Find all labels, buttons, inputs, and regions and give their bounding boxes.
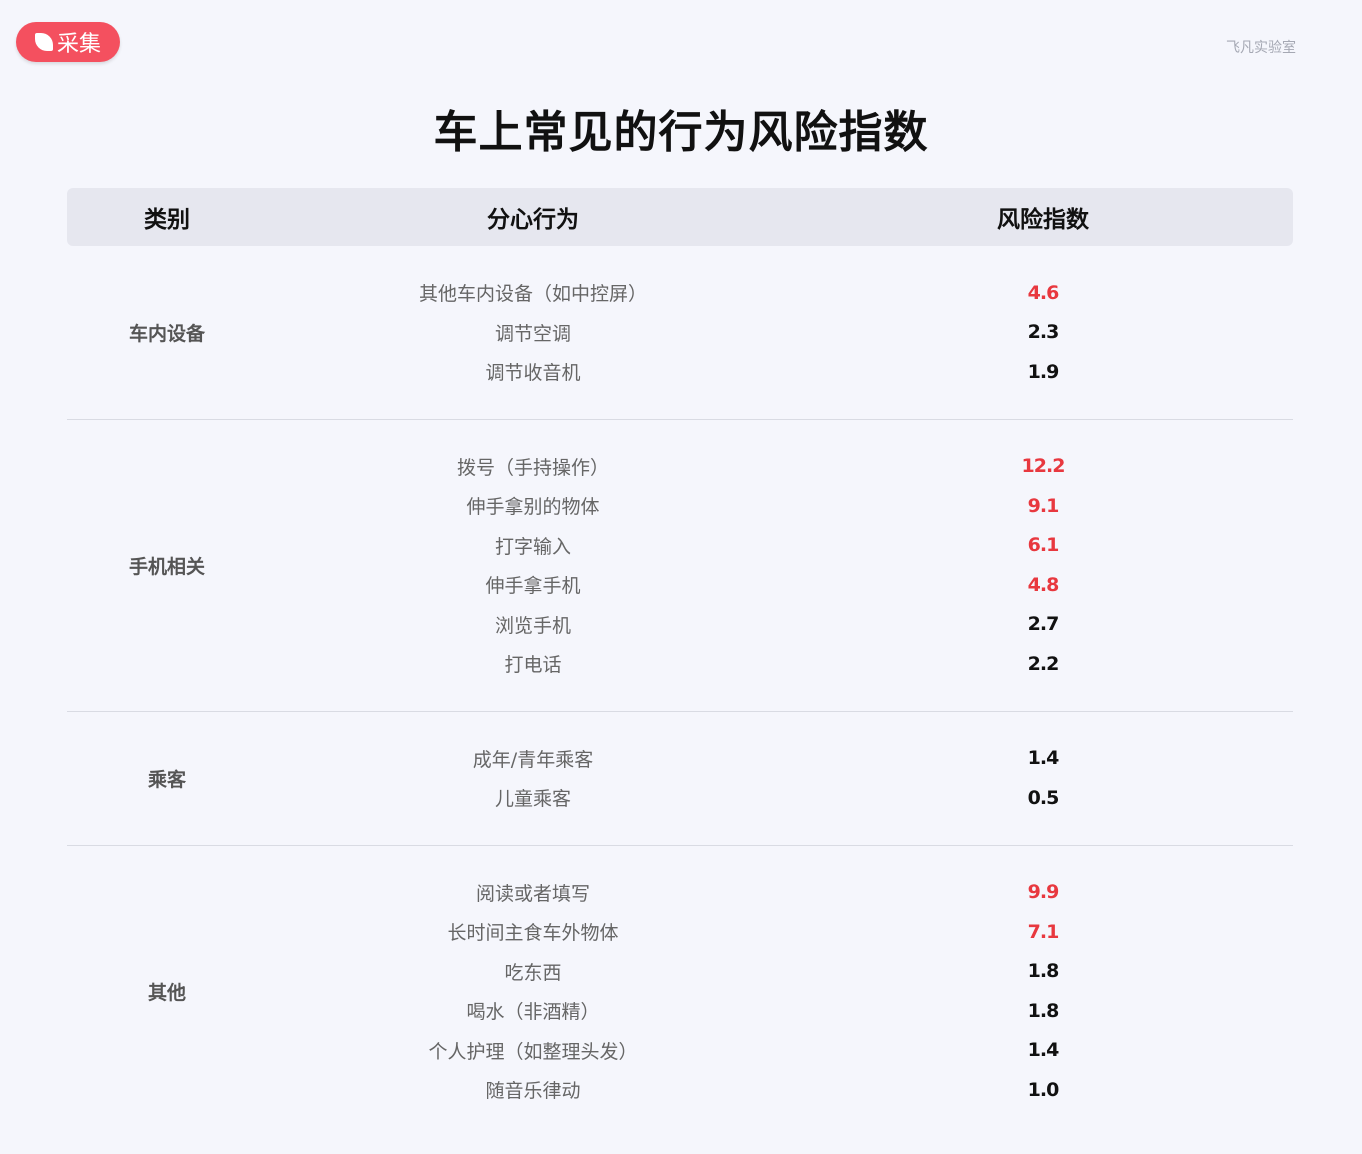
table-row: 调节空调 2.3 (267, 313, 1293, 353)
table-row: 浏览手机 2.7 (267, 605, 1293, 645)
score-cell: 1.4 (1027, 1039, 1060, 1062)
score-cell: 1.9 (1027, 360, 1060, 383)
header-behavior: 分心行为 (487, 207, 579, 233)
score-cell: 4.8 (1027, 573, 1060, 596)
score-cell: 1.8 (1027, 960, 1060, 983)
behavior-cell: 喝水（非酒精） (466, 1001, 600, 1024)
score-cell: 4.6 (1027, 281, 1060, 304)
behavior-cell: 长时间主食车外物体 (447, 922, 619, 945)
table-row: 儿童乘客 0.5 (267, 778, 1293, 818)
group-category: 手机相关 (128, 555, 205, 578)
behavior-cell: 随音乐律动 (485, 1080, 581, 1103)
behavior-cell: 儿童乘客 (494, 788, 571, 811)
score-cell: 6.1 (1027, 534, 1060, 557)
brand-watermark: 飞凡实验室 (1226, 40, 1296, 56)
score-cell: 7.1 (1027, 920, 1060, 943)
score-cell: 1.0 (1027, 1078, 1060, 1101)
behavior-cell: 个人护理（如整理头发） (428, 1040, 638, 1063)
score-cell: 12.2 (1021, 455, 1066, 478)
risk-table: 类别 分心行为 风险指数 车内设备 其他车内设备（如中控屏） 4.6 调节空调 … (67, 188, 1293, 1137)
table-row: 打字输入 6.1 (267, 526, 1293, 566)
score-cell: 1.4 (1027, 747, 1060, 770)
behavior-cell: 阅读或者填写 (475, 882, 590, 905)
behavior-cell: 其他车内设备（如中控屏） (418, 283, 647, 306)
leaf-icon (34, 33, 53, 51)
behavior-cell: 调节空调 (494, 322, 571, 345)
score-cell: 9.9 (1027, 881, 1060, 904)
table-group: 其他 阅读或者填写 9.9 长时间主食车外物体 7.1 吃东西 1.8 喝水（非… (67, 846, 1293, 1137)
behavior-cell: 伸手拿手机 (485, 575, 581, 598)
table-row: 拨号（手持操作） 12.2 (267, 447, 1293, 487)
table-group: 车内设备 其他车内设备（如中控屏） 4.6 调节空调 2.3 调节收音机 1.9 (67, 246, 1293, 420)
table-row: 长时间主食车外物体 7.1 (267, 912, 1293, 952)
collect-label: 采集 (56, 32, 101, 57)
group-category: 乘客 (147, 768, 186, 791)
behavior-cell: 调节收音机 (485, 362, 581, 385)
behavior-cell: 成年/青年乘客 (472, 748, 594, 771)
score-cell: 2.7 (1027, 613, 1060, 636)
behavior-cell: 伸手拿别的物体 (466, 496, 600, 519)
score-cell: 1.8 (1027, 999, 1060, 1022)
behavior-cell: 打字输入 (494, 535, 571, 558)
table-row: 伸手拿别的物体 9.1 (267, 486, 1293, 526)
table-row: 其他车内设备（如中控屏） 4.6 (267, 273, 1293, 313)
table-row: 喝水（非酒精） 1.8 (267, 991, 1293, 1031)
table-group: 手机相关 拨号（手持操作） 12.2 伸手拿别的物体 9.1 打字输入 6.1 … (67, 420, 1293, 712)
table-row: 阅读或者填写 9.9 (267, 873, 1293, 913)
behavior-cell: 打电话 (504, 654, 562, 677)
header-score: 风险指数 (997, 207, 1089, 233)
group-category: 其他 (147, 981, 186, 1004)
table-row: 打电话 2.2 (267, 644, 1293, 684)
table-header: 类别 分心行为 风险指数 (67, 188, 1293, 246)
score-cell: 2.2 (1027, 652, 1060, 675)
score-cell: 9.1 (1027, 494, 1060, 517)
behavior-cell: 拨号（手持操作） (456, 456, 609, 479)
group-category: 车内设备 (128, 322, 205, 345)
table-row: 个人护理（如整理头发） 1.4 (267, 1031, 1293, 1071)
table-group: 乘客 成年/青年乘客 1.4 儿童乘客 0.5 (67, 712, 1293, 846)
table-row: 吃东西 1.8 (267, 952, 1293, 992)
behavior-cell: 浏览手机 (494, 614, 571, 637)
table-row: 随音乐律动 1.0 (267, 1070, 1293, 1110)
header-category: 类别 (144, 207, 190, 233)
table-row: 成年/青年乘客 1.4 (267, 739, 1293, 779)
behavior-cell: 吃东西 (504, 961, 562, 984)
score-cell: 2.3 (1027, 321, 1060, 344)
collect-button[interactable]: 采集 (16, 22, 120, 62)
table-row: 调节收音机 1.9 (267, 352, 1293, 392)
score-cell: 0.5 (1027, 786, 1060, 809)
page-title: 车上常见的行为风险指数 (433, 107, 929, 158)
table-row: 伸手拿手机 4.8 (267, 565, 1293, 605)
